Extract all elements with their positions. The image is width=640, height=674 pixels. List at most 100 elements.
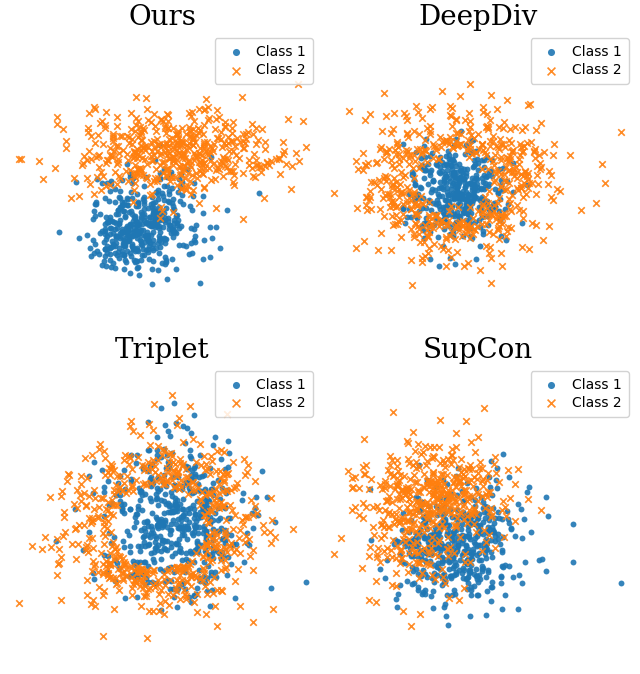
Class 2 xyxy=(86,516,97,526)
Class 1 xyxy=(134,218,145,229)
Class 2 xyxy=(506,137,516,148)
Class 2 xyxy=(433,551,443,561)
Class 2 xyxy=(115,470,125,481)
Class 1 xyxy=(132,557,142,568)
Class 1 xyxy=(176,515,186,526)
Class 2 xyxy=(379,546,389,557)
Class 2 xyxy=(229,510,239,520)
Class 1 xyxy=(113,205,123,216)
Class 1 xyxy=(143,244,153,255)
Class 1 xyxy=(478,563,488,574)
Class 2 xyxy=(204,489,214,499)
Class 2 xyxy=(106,526,116,537)
Class 2 xyxy=(226,484,236,495)
Class 1 xyxy=(473,158,483,168)
Class 2 xyxy=(196,168,207,179)
Class 1 xyxy=(191,588,201,599)
Class 1 xyxy=(399,535,410,546)
Class 2 xyxy=(428,508,438,519)
Class 1 xyxy=(138,462,148,472)
Class 1 xyxy=(124,235,134,245)
Class 1 xyxy=(449,526,460,537)
Class 1 xyxy=(435,152,445,162)
Class 2 xyxy=(385,188,395,199)
Class 1 xyxy=(129,222,140,233)
Class 2 xyxy=(197,155,207,166)
Class 2 xyxy=(175,479,185,489)
Class 2 xyxy=(424,243,434,254)
Class 1 xyxy=(201,547,211,558)
Class 1 xyxy=(447,512,457,522)
Class 2 xyxy=(184,175,195,186)
Class 1 xyxy=(120,592,131,603)
Class 2 xyxy=(468,505,479,516)
Class 2 xyxy=(226,538,236,549)
Class 1 xyxy=(171,518,181,529)
Class 2 xyxy=(403,129,413,140)
Class 2 xyxy=(166,172,176,183)
Class 2 xyxy=(100,452,110,463)
Class 1 xyxy=(146,548,156,559)
Class 2 xyxy=(411,457,421,468)
Class 1 xyxy=(438,542,448,553)
Class 2 xyxy=(103,559,113,570)
Class 1 xyxy=(215,513,225,524)
Class 2 xyxy=(188,107,198,118)
Class 1 xyxy=(455,199,465,210)
Class 2 xyxy=(99,446,109,456)
Class 1 xyxy=(429,220,440,231)
Class 1 xyxy=(136,486,146,497)
Class 2 xyxy=(469,133,479,144)
Class 2 xyxy=(198,575,208,586)
Class 2 xyxy=(388,219,398,230)
Class 1 xyxy=(164,186,174,197)
Class 2 xyxy=(112,546,122,557)
Class 1 xyxy=(144,235,154,245)
Class 1 xyxy=(467,148,477,159)
Class 1 xyxy=(435,168,445,179)
Class 2 xyxy=(188,133,198,144)
Class 1 xyxy=(187,247,197,258)
Class 1 xyxy=(110,241,120,252)
Class 1 xyxy=(97,177,107,188)
Class 1 xyxy=(191,220,202,231)
Class 2 xyxy=(182,167,193,178)
Class 1 xyxy=(139,204,149,214)
Class 2 xyxy=(40,532,50,543)
Class 2 xyxy=(496,248,506,259)
Class 2 xyxy=(176,135,186,146)
Class 2 xyxy=(51,570,61,581)
Class 2 xyxy=(342,465,353,476)
Class 1 xyxy=(433,166,444,177)
Class 1 xyxy=(115,470,125,481)
Class 2 xyxy=(463,476,473,487)
Class 1 xyxy=(178,493,188,504)
Class 2 xyxy=(459,463,469,474)
Class 1 xyxy=(447,552,458,563)
Class 2 xyxy=(404,534,415,545)
Class 2 xyxy=(362,158,372,168)
Class 1 xyxy=(105,228,115,239)
Class 1 xyxy=(461,514,471,525)
Class 2 xyxy=(139,143,149,154)
Class 1 xyxy=(115,495,125,506)
Class 2 xyxy=(501,231,511,241)
Class 1 xyxy=(164,584,175,594)
Class 2 xyxy=(452,513,463,524)
Class 1 xyxy=(490,183,500,194)
Class 1 xyxy=(166,575,177,586)
Class 1 xyxy=(425,549,435,559)
Class 2 xyxy=(424,503,434,514)
Class 2 xyxy=(209,541,220,552)
Class 2 xyxy=(81,500,92,511)
Class 1 xyxy=(463,197,473,208)
Class 2 xyxy=(172,470,182,481)
Class 1 xyxy=(148,197,159,208)
Class 1 xyxy=(132,197,143,208)
Class 2 xyxy=(253,160,264,171)
Class 2 xyxy=(424,500,435,511)
Class 1 xyxy=(414,527,424,538)
Class 1 xyxy=(445,160,456,171)
Class 1 xyxy=(168,222,179,233)
Class 2 xyxy=(408,162,418,173)
